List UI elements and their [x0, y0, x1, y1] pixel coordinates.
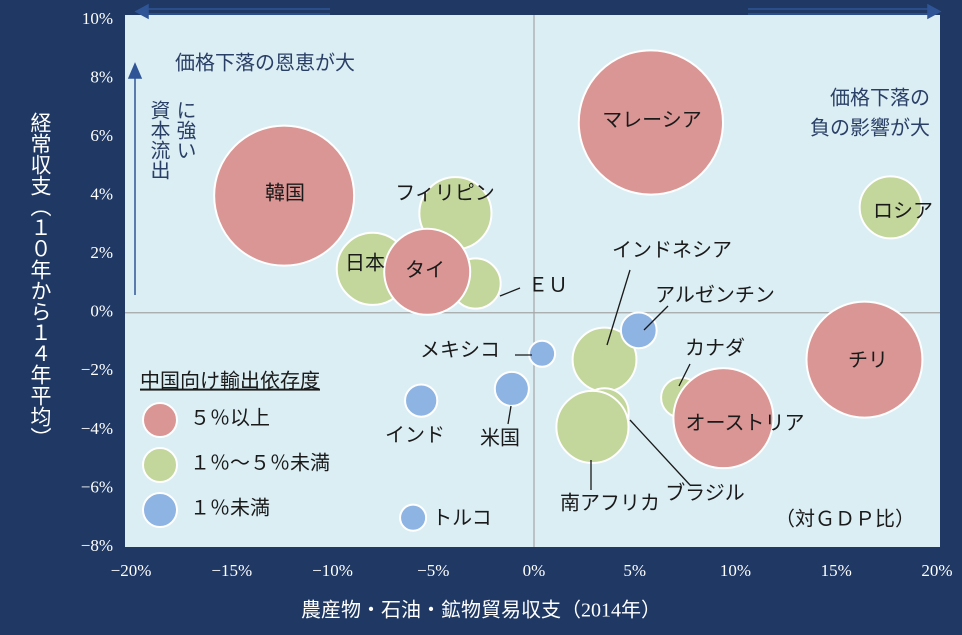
x-tick-label: −10%	[312, 561, 353, 580]
bubble	[528, 339, 557, 368]
point-label: チリ	[848, 350, 888, 372]
y-tick-label: 2%	[90, 243, 113, 262]
bubble	[805, 300, 924, 419]
legend-label: ５％以上	[190, 407, 270, 430]
y-tick-label: 8%	[90, 67, 113, 86]
legend-label: １％未満	[190, 497, 270, 520]
point-label: メキシコ	[420, 340, 500, 362]
y-tick-label: 0%	[90, 302, 113, 321]
annotation: 負の影響が大	[810, 117, 930, 140]
point-label: ブラジル	[665, 481, 745, 505]
x-tick-label: −5%	[417, 561, 449, 580]
leader-lines	[499, 269, 691, 490]
point-label: ＥＵ	[528, 275, 568, 297]
point-label: トルコ	[432, 508, 492, 530]
point-label: ロシア	[873, 201, 933, 223]
point-label: 南アフリカ	[560, 492, 660, 515]
y-tick-label: 4%	[90, 185, 113, 204]
x-tick-label: 15%	[821, 561, 852, 580]
legend-swatch	[142, 492, 178, 528]
point-label: インドネシア	[612, 240, 732, 262]
bubble	[399, 503, 428, 532]
point-label: 米国	[480, 427, 520, 450]
x-tick-label: 0%	[523, 561, 546, 580]
legend-swatch	[142, 447, 178, 483]
legend-label: １％～５％未満	[190, 452, 330, 475]
y-tick-label: −8%	[81, 536, 113, 555]
y-tick-label: −2%	[81, 360, 113, 379]
annotation: 価格下落の	[830, 87, 930, 110]
bubble	[619, 311, 658, 350]
point-label: 日本	[345, 252, 385, 275]
y-axis-title: 経常収支（１０年から１４年平均）	[28, 112, 52, 448]
bubble	[213, 124, 356, 267]
annotation: 価格下落の恩恵が大	[175, 52, 355, 75]
arrows	[127, 3, 942, 295]
y-tick-label: −4%	[81, 419, 113, 438]
point-label: インド	[385, 425, 445, 447]
point-label: カナダ	[685, 337, 745, 360]
bubble	[555, 389, 630, 465]
bubble	[383, 227, 472, 316]
x-tick-label: 10%	[720, 561, 751, 580]
bubble	[493, 370, 530, 407]
y-tick-label: 6%	[90, 126, 113, 145]
legend-title: 中国向け輸出依存度	[140, 370, 320, 393]
point-label: タイ	[405, 259, 445, 282]
note: （対ＧＤＰ比）	[775, 508, 915, 531]
legend-swatch	[142, 402, 178, 438]
bubble	[404, 383, 439, 418]
point-label: オーストリア	[686, 413, 805, 435]
x-tick-label: 5%	[623, 561, 646, 580]
bubble	[672, 367, 775, 470]
point-label: フィリピン	[395, 183, 495, 205]
point-label: マレーシア	[602, 110, 702, 132]
y-tick-label: 10%	[82, 9, 113, 28]
point-label: アルゼンチン	[655, 284, 775, 307]
x-tick-label: −20%	[111, 561, 152, 580]
x-tick-label: −15%	[211, 561, 252, 580]
x-tick-label: 20%	[921, 561, 952, 580]
bubble	[577, 49, 724, 196]
x-axis-title: 農産物・石油・鉱物貿易収支（2014年）	[301, 599, 661, 622]
bubble	[858, 175, 923, 240]
y-tick-label: −6%	[81, 477, 113, 496]
annotation: に強い	[173, 100, 196, 160]
plot-area	[125, 15, 940, 547]
annotation: 資本流出	[147, 100, 170, 180]
point-label: 韓国	[265, 182, 305, 205]
